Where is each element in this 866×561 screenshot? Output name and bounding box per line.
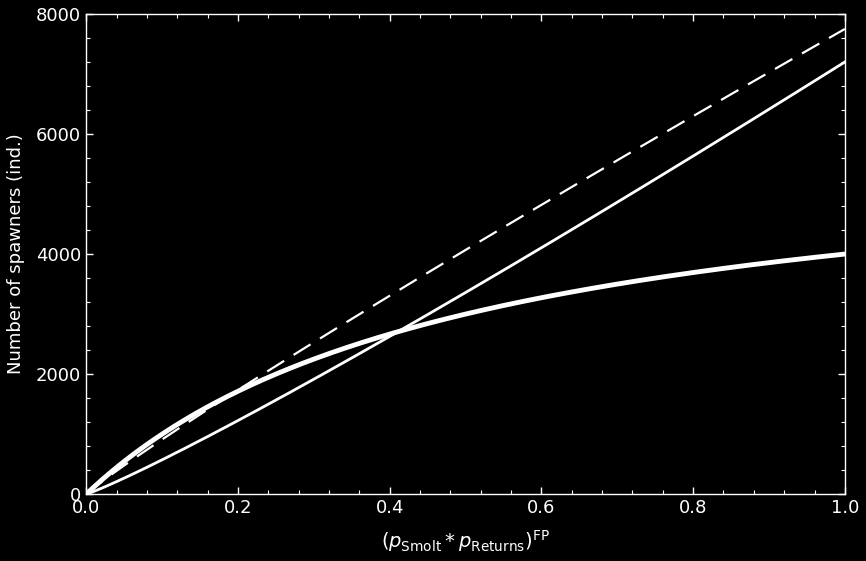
Y-axis label: Number of spawners (ind.): Number of spawners (ind.) [7,134,25,374]
X-axis label: $(\mathit{p}_{\rm{Smolt}}*\mathit{p}_{\rm{Returns}})^{\rm{FP}}$: $(\mathit{p}_{\rm{Smolt}}*\mathit{p}_{\r… [381,528,550,554]
